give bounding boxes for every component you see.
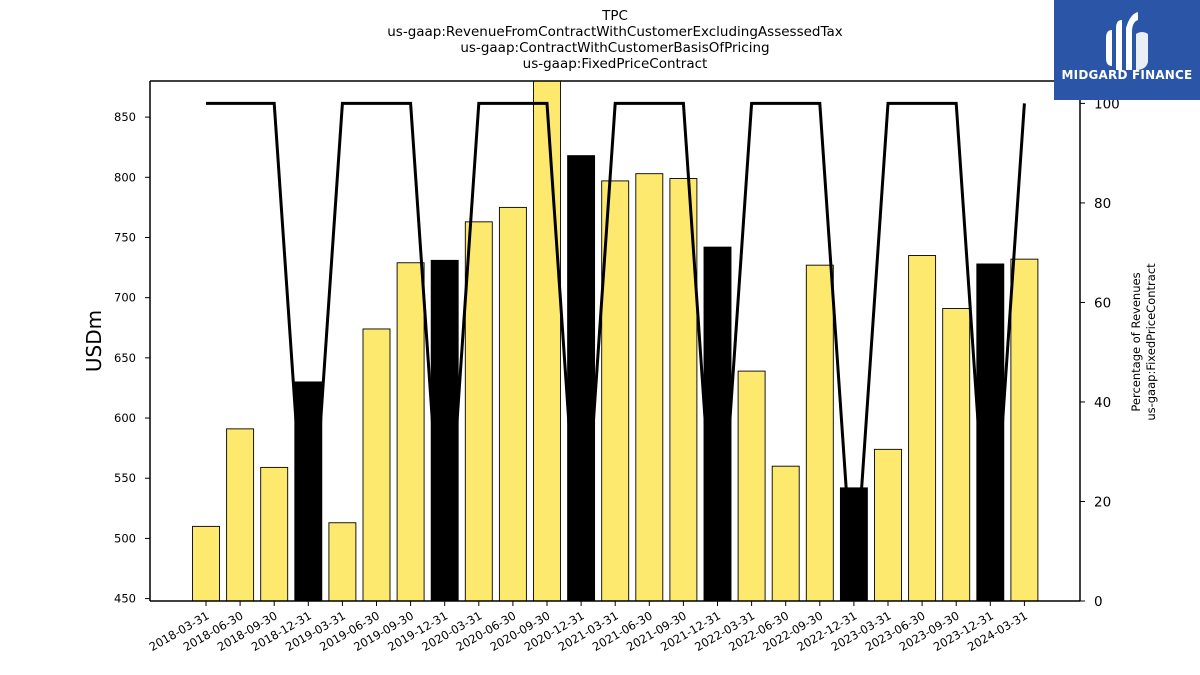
bar [771,465,800,601]
chart-title-line: TPC [601,8,628,24]
y-axis-label: USDm [82,310,106,372]
percentage-line-group [206,101,1026,602]
y-tick-label: 650 [114,351,136,365]
bar [703,246,732,601]
bar [226,428,255,601]
bar [396,262,425,601]
bar [1010,258,1039,601]
y2-tick-label: 80 [1094,196,1111,212]
y2-tick-label: 20 [1094,494,1111,510]
y-axis-ticks: 450 500 550 600 650 700 750 800 850 [114,110,150,606]
bar [805,264,834,601]
logo: MIDGARD FINANCE [1054,0,1200,100]
bar [260,466,289,601]
chart-title-line: us-gaap:RevenueFromContractWithCustomerE… [387,24,843,40]
bar [635,173,664,601]
bar [498,206,527,601]
y-tick-label: 600 [114,411,136,425]
y2-tick-label: 60 [1094,295,1111,311]
bar [192,525,220,601]
y-tick-label: 850 [114,110,136,124]
chart-title-line: us-gaap:FixedPriceContract [523,56,708,72]
bar [737,370,766,601]
y-tick-label: 550 [114,471,136,485]
bar [908,255,937,601]
percentage-line [206,101,1026,602]
bar [942,308,971,601]
chart-title: TPCus-gaap:RevenueFromContractWithCustom… [387,8,843,72]
bar [464,221,493,601]
y2-axis-ticks: 0 20 40 60 80 100 [1080,96,1120,610]
y-tick-label: 800 [114,170,136,184]
y-tick-label: 750 [114,230,136,244]
y2-tick-label: 100 [1094,96,1120,112]
chart-title-line: us-gaap:ContractWithCustomerBasisOfPrici… [460,40,769,56]
bar [362,328,391,601]
y-tick-label: 700 [114,291,136,305]
logo-text: MIDGARD FINANCE [1061,68,1193,82]
bar [328,522,357,601]
bar [430,259,459,601]
bar [567,155,596,601]
x-axis-ticks: 2018-03-312018-06-302018-09-302018-12-31… [147,601,1030,654]
y2-axis-label: Percentage of Revenues [1129,272,1143,411]
bar [533,81,561,601]
bars-group [192,81,1039,601]
y-tick-label: 500 [114,531,136,545]
bar [874,448,902,601]
y-tick-label: 450 [114,592,136,606]
logo-mark-icon [1106,12,1148,70]
y2-tick-label: 0 [1094,594,1103,610]
y2-tick-label: 40 [1094,395,1111,411]
axis-labels: USDm Percentage of Revenues us-gaap:FixedP… [82,263,1158,421]
bar [976,263,1005,601]
bar [294,381,323,601]
y2-axis-label: us-gaap:FixedPriceContract [1144,263,1158,421]
